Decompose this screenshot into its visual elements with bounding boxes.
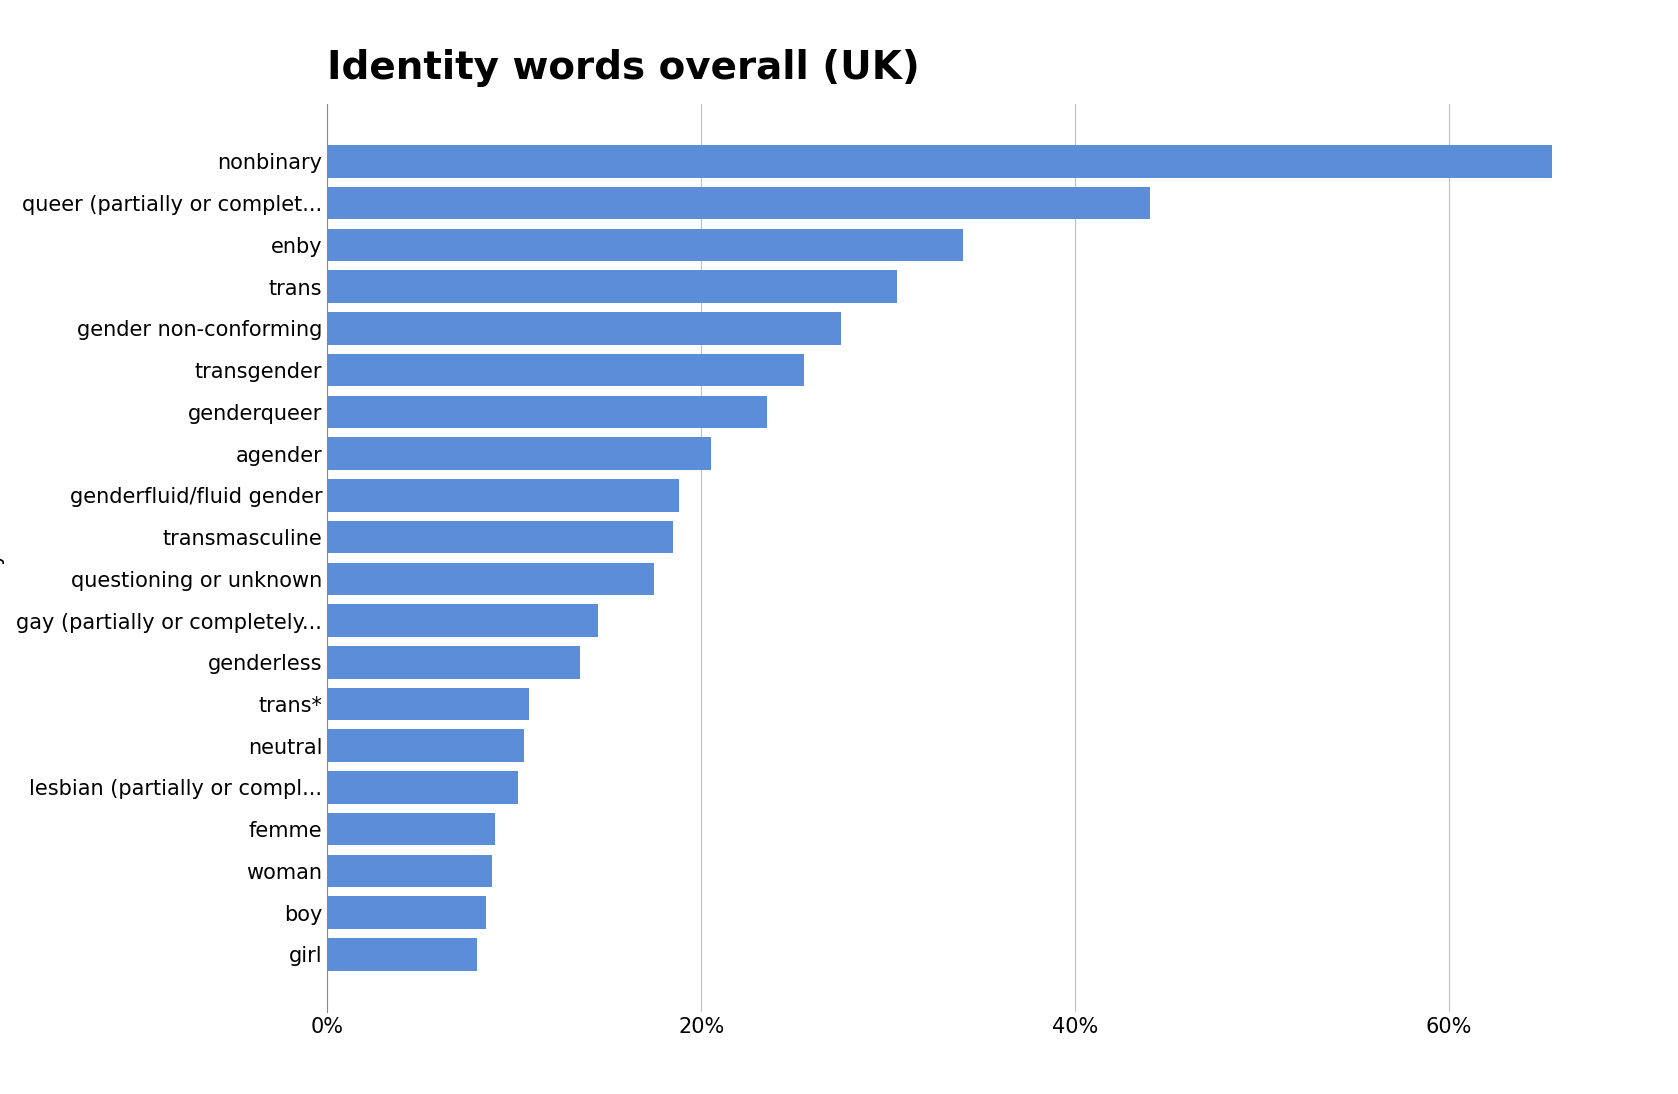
Y-axis label: Identity words: Identity words <box>0 484 5 632</box>
Bar <box>327 604 599 637</box>
Bar <box>327 270 898 303</box>
Bar <box>327 939 477 970</box>
Bar <box>327 688 529 720</box>
Bar <box>327 396 767 428</box>
Bar <box>327 730 524 763</box>
Bar <box>327 813 495 846</box>
Bar <box>327 562 654 595</box>
Bar <box>327 479 678 512</box>
Bar <box>327 146 1552 177</box>
Bar <box>327 353 804 386</box>
Bar <box>327 187 1149 220</box>
Bar <box>327 896 487 929</box>
Bar <box>327 229 963 261</box>
Bar <box>327 312 841 345</box>
Bar <box>327 438 710 470</box>
Bar <box>327 645 579 678</box>
Bar <box>327 771 519 804</box>
Text: Identity words overall (UK): Identity words overall (UK) <box>327 49 920 86</box>
Bar <box>327 854 492 887</box>
Bar <box>327 521 673 554</box>
